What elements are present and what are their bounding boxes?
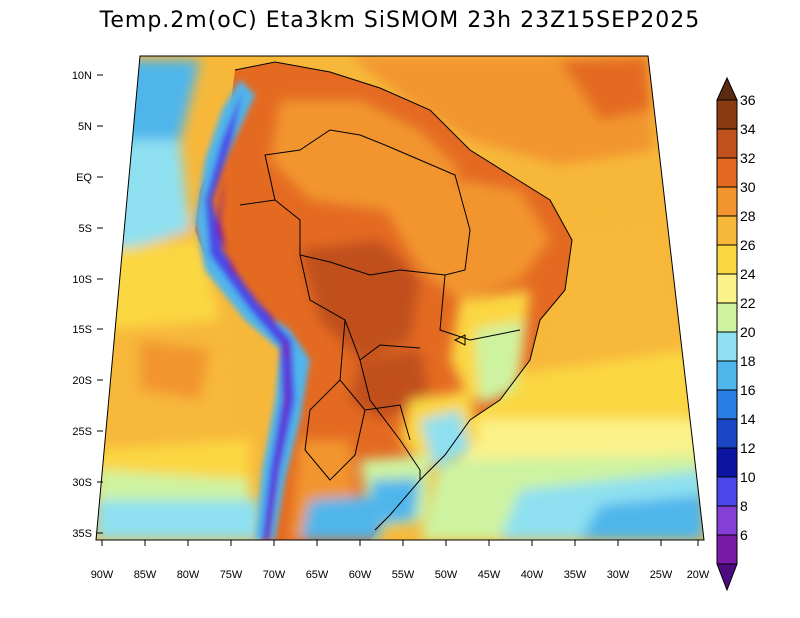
- lat-label: 10S: [72, 274, 92, 286]
- colorbar-label: 26: [740, 237, 756, 253]
- colorbar-swatch: [716, 273, 738, 304]
- lon-label: 30W: [607, 569, 630, 581]
- lon-label: 20W: [687, 569, 710, 581]
- lat-label: 30S: [72, 477, 92, 489]
- colorbar-swatch: [716, 418, 738, 449]
- colorbar-swatch: [716, 331, 738, 362]
- lon-label: 90W: [91, 569, 114, 581]
- colorbar-label: 24: [740, 266, 756, 282]
- colorbar: 36 34 32 30 28 26 24 22 20 18 16 14 12 10 8 6: [716, 76, 756, 592]
- colorbar-swatch: [716, 302, 738, 333]
- colorbar-swatch: [716, 244, 738, 275]
- map-frame: [95, 55, 705, 541]
- lon-label: 50W: [435, 569, 458, 581]
- lat-label: 15S: [72, 324, 92, 336]
- colorbar-swatch: [716, 215, 738, 246]
- lon-label: 80W: [177, 569, 200, 581]
- colorbar-swatch: [716, 99, 738, 130]
- longitude-axis: 90W 85W 80W 75W 70W 65W 60W 55W 50W 45W …: [91, 540, 710, 581]
- colorbar-swatch: [716, 186, 738, 217]
- colorbar-label: 18: [740, 353, 756, 369]
- lon-label: 70W: [263, 569, 286, 581]
- lon-label: 65W: [306, 569, 329, 581]
- map-title: Temp.2m(oC) Eta3km SiSMOM 23h 23Z15SEP20…: [99, 8, 701, 33]
- lon-label: 85W: [134, 569, 157, 581]
- colorbar-swatch: [716, 360, 738, 391]
- lat-label: 25S: [72, 426, 92, 438]
- colorbar-label: 22: [740, 295, 756, 311]
- lat-label: 35S: [72, 528, 92, 540]
- colorbar-swatch: [716, 128, 738, 159]
- colorbar-swatch: [716, 389, 738, 420]
- colorbar-label: 20: [740, 324, 756, 340]
- lon-label: 45W: [478, 569, 501, 581]
- colorbar-swatch: [716, 534, 738, 565]
- lat-label: 10N: [72, 70, 92, 82]
- colorbar-label: 8: [740, 498, 748, 514]
- lon-label: 55W: [392, 569, 415, 581]
- colorbar-label: 32: [740, 150, 756, 166]
- lat-label: 20S: [72, 375, 92, 387]
- colorbar-top-arrow: [716, 76, 738, 101]
- colorbar-label: 10: [740, 469, 756, 485]
- colorbar-swatch: [716, 505, 738, 536]
- lon-label: 35W: [564, 569, 587, 581]
- lon-label: 40W: [521, 569, 544, 581]
- colorbar-label: 16: [740, 382, 756, 398]
- colorbar-swatch: [716, 157, 738, 188]
- colorbar-label: 6: [740, 527, 748, 543]
- colorbar-label: 14: [740, 411, 756, 427]
- lon-label: 75W: [220, 569, 243, 581]
- latitude-axis: 10N 5N EQ 5S 10S 15S 20S 25S 30S 35S: [72, 70, 103, 540]
- colorbar-label: 12: [740, 440, 756, 456]
- lon-label: 60W: [349, 569, 372, 581]
- colorbar-swatch: [716, 447, 738, 478]
- colorbar-label: 36: [740, 92, 756, 108]
- colorbar-label: 30: [740, 179, 756, 195]
- lat-label: 5S: [79, 223, 92, 235]
- lon-label: 25W: [650, 569, 673, 581]
- country-borders: [234, 61, 573, 531]
- temperature-field: [96, 56, 704, 540]
- colorbar-label: 34: [740, 121, 756, 137]
- colorbar-bottom-arrow: [716, 563, 738, 592]
- lat-label: 5N: [78, 121, 92, 133]
- colorbar-label: 28: [740, 208, 756, 224]
- colorbar-swatch: [716, 476, 738, 507]
- lat-label: EQ: [76, 172, 92, 184]
